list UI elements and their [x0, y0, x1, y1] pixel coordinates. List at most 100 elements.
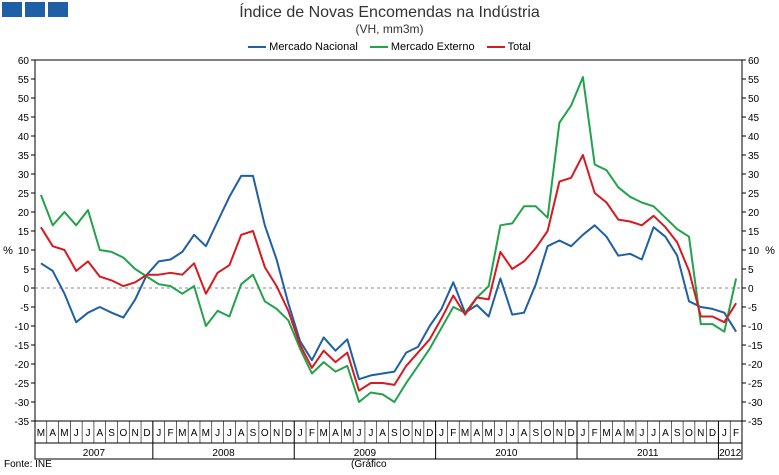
year-label: 2011 [637, 448, 659, 459]
source-note: Fonte: INE [4, 459, 52, 470]
legend-item-mercado-externo: Mercado Externo [369, 41, 475, 53]
logo-square [2, 2, 22, 17]
month-label: A [191, 428, 198, 439]
plot-frame [34, 59, 743, 422]
y-tick-label-right: 25 [748, 189, 760, 200]
y-tick-label-left: 0 [23, 284, 29, 295]
y-tick-label-left: 20 [18, 208, 30, 219]
month-label: N [132, 428, 139, 439]
y-tick-label-right: 40 [748, 132, 760, 143]
month-label: J [215, 428, 220, 439]
y-tick-label-left: 60 [18, 56, 30, 67]
year-label: 2012 [719, 448, 742, 459]
y-tick-label-left: -30 [15, 398, 30, 409]
y-tick-label-right: 20 [748, 208, 760, 219]
month-label: S [674, 428, 681, 439]
month-label: M [60, 428, 68, 439]
month-label: F [309, 428, 315, 439]
month-label: S [250, 428, 257, 439]
y-tick-label-right: 45 [748, 113, 760, 124]
y-tick-label-left: 30 [18, 170, 30, 181]
month-label: A [662, 428, 669, 439]
month-label: D [709, 428, 716, 439]
month-label: O [544, 428, 552, 439]
y-tick-label-right: 60 [748, 56, 760, 67]
series-line-mercado-nacional [40, 174, 737, 381]
chart-title: Índice de Novas Encomendas na Indústria [239, 4, 540, 21]
month-label: A [96, 428, 103, 439]
y-tick-label-right: 0 [748, 284, 754, 295]
month-label: A [615, 428, 622, 439]
y-tick-label-left: -20 [15, 360, 30, 371]
logo-square [48, 2, 68, 17]
month-label: J [722, 428, 727, 439]
month-label: F [733, 428, 739, 439]
y-tick-label-right: -35 [748, 417, 763, 428]
legend-item-total: Total [486, 41, 531, 53]
legend-label: Mercado Nacional [269, 41, 358, 53]
y-tick-label-right: -10 [748, 322, 763, 333]
y-tick-label-left: 10 [18, 246, 30, 257]
month-label: J [74, 428, 79, 439]
month-label: F [450, 428, 456, 439]
y-tick-label-right: 50 [748, 94, 760, 105]
legend-label: Total [507, 41, 531, 53]
month-label: J [357, 428, 362, 439]
y-tick-label-right: 30 [748, 170, 760, 181]
month-label: J [510, 428, 515, 439]
month-label: J [651, 428, 656, 439]
corner-logo [2, 2, 68, 17]
month-label: S [532, 428, 539, 439]
month-label: A [474, 428, 481, 439]
month-label: A [379, 428, 386, 439]
month-label: J [156, 428, 161, 439]
y-tick-label-left: -25 [15, 379, 30, 390]
month-label: D [285, 428, 292, 439]
y-axis-label-right: % [765, 245, 775, 257]
y-tick-label-left: -5 [20, 303, 29, 314]
logo-square [25, 2, 45, 17]
series-line-total [40, 154, 737, 392]
legend-item-mercado-nacional: Mercado Nacional [248, 41, 358, 53]
month-label: D [426, 428, 433, 439]
month-label: D [143, 428, 150, 439]
y-tick-label-left: 35 [18, 151, 30, 162]
y-tick-label-left: 55 [18, 75, 30, 86]
year-label: 2009 [354, 448, 377, 459]
legend-swatch [248, 46, 267, 48]
month-label: J [498, 428, 503, 439]
y-tick-label-right: -30 [748, 398, 763, 409]
month-label: M [343, 428, 351, 439]
y-tick-label-right: -15 [748, 341, 763, 352]
month-label: J [298, 428, 303, 439]
month-label: S [108, 428, 115, 439]
month-label: A [332, 428, 339, 439]
y-tick-label-left: 45 [18, 113, 30, 124]
y-tick-label-right: 55 [748, 75, 760, 86]
legend-swatch [369, 46, 388, 48]
month-label: J [86, 428, 91, 439]
month-label: S [391, 428, 398, 439]
month-label: O [685, 428, 693, 439]
month-label: J [368, 428, 373, 439]
y-tick-label-left: -15 [15, 341, 30, 352]
month-label: O [261, 428, 269, 439]
y-tick-label-left: 25 [18, 189, 30, 200]
month-label: M [626, 428, 634, 439]
chart-subtitle: (VH, mm3m) [355, 22, 424, 36]
month-label: M [178, 428, 186, 439]
y-tick-label-right: -20 [748, 360, 763, 371]
y-tick-label-right: 15 [748, 227, 760, 238]
month-label: O [402, 428, 410, 439]
y-tick-label-left: -35 [15, 417, 30, 428]
month-label: M [484, 428, 492, 439]
month-label: F [167, 428, 173, 439]
month-label: N [273, 428, 280, 439]
legend-swatch [486, 46, 505, 48]
month-label: M [602, 428, 610, 439]
year-label: 2008 [212, 448, 235, 459]
month-label: M [202, 428, 210, 439]
y-tick-label-left: 40 [18, 132, 30, 143]
figure-caption: (Gráfico [351, 459, 387, 470]
